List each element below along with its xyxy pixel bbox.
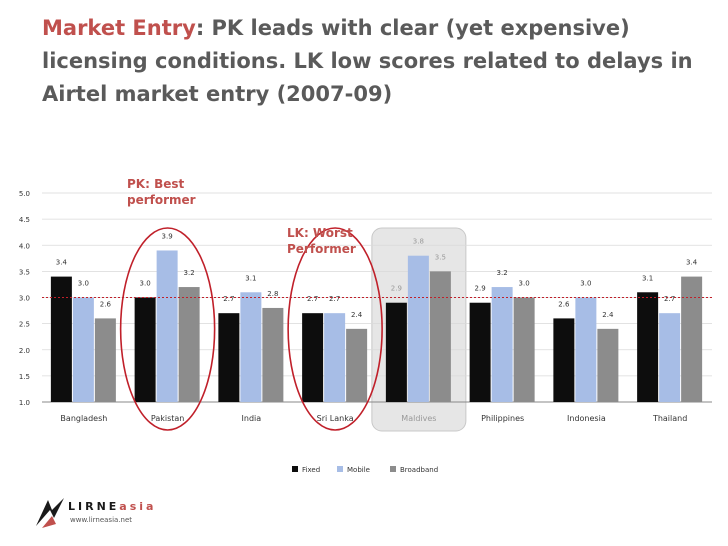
bar — [50, 276, 72, 402]
bar — [346, 328, 368, 402]
data-label: 3.4 — [56, 259, 68, 267]
title-text: : PK leads with clear (yet expensive) li… — [42, 16, 693, 106]
category-label: Pakistan — [151, 414, 185, 423]
bar — [513, 297, 535, 402]
y-tick-label: 5.0 — [19, 190, 30, 198]
bar — [302, 313, 324, 402]
bar — [469, 302, 491, 402]
bar — [94, 318, 116, 402]
y-tick-label: 3.5 — [19, 268, 30, 276]
category-label: India — [242, 414, 262, 423]
data-label: 2.4 — [351, 311, 363, 319]
data-label: 2.7 — [223, 295, 234, 303]
highlight-circle — [119, 227, 216, 431]
y-tick-label: 1.5 — [19, 373, 30, 381]
lirneasia-logo: LIRNEasia www.lirneasia.net — [34, 494, 154, 534]
data-label: 3.0 — [78, 280, 89, 288]
data-label: 2.9 — [475, 285, 486, 293]
category-label: Maldives — [401, 414, 436, 423]
lk-annotation: LK: Worst Performer — [287, 225, 356, 257]
category-label: Indonesia — [567, 414, 606, 423]
data-label: 3.0 — [140, 280, 151, 288]
legend-label: Fixed — [302, 466, 320, 474]
data-label: 3.0 — [580, 280, 591, 288]
data-label: 3.2 — [184, 269, 195, 277]
y-tick-label: 1.0 — [19, 399, 30, 407]
y-tick-label: 2.5 — [19, 321, 30, 329]
data-label: 3.9 — [162, 232, 173, 240]
lk-annotation-line-1: LK: Worst — [287, 226, 353, 240]
logo-name: LIRNEasia — [68, 500, 156, 513]
category-label: Thailand — [652, 414, 687, 423]
bar — [134, 297, 156, 402]
y-tick-label: 2.0 — [19, 347, 30, 355]
slide-title: Market Entry: PK leads with clear (yet e… — [42, 12, 712, 111]
bar — [156, 250, 178, 402]
bar — [681, 276, 703, 402]
logo-name-start: LIRNE — [68, 500, 120, 513]
y-tick-label: 3.0 — [19, 295, 30, 303]
title-accent: Market Entry — [42, 16, 196, 40]
bar — [324, 313, 346, 402]
data-label: 2.8 — [267, 290, 278, 298]
data-label: 3.5 — [435, 253, 446, 261]
data-label: 3.1 — [245, 274, 256, 282]
bar — [218, 313, 240, 402]
data-label: 3.8 — [413, 238, 424, 246]
bar — [659, 313, 681, 402]
bar — [429, 271, 451, 402]
data-label: 2.7 — [307, 295, 318, 303]
bar — [385, 302, 407, 402]
pk-annotation-line-2: performer — [127, 193, 196, 207]
bar — [178, 287, 200, 402]
pk-annotation-line-1: PK: Best — [127, 177, 185, 191]
category-label: Bangladesh — [60, 414, 107, 423]
bar — [407, 255, 429, 402]
highlight-circle — [287, 227, 383, 431]
data-label: 3.1 — [642, 274, 653, 282]
lk-annotation-line-2: Performer — [287, 242, 356, 256]
bar — [262, 307, 284, 402]
y-tick-label: 4.0 — [19, 242, 30, 250]
data-label: 2.7 — [329, 295, 340, 303]
data-label: 3.0 — [519, 280, 530, 288]
bar — [575, 297, 597, 402]
legend-swatch — [390, 466, 396, 472]
bar — [553, 318, 575, 402]
pk-annotation: PK: Best performer — [127, 176, 196, 208]
data-label: 2.4 — [602, 311, 614, 319]
logo-name-end: asia — [119, 500, 157, 513]
data-label: 2.6 — [100, 300, 112, 308]
bar — [491, 287, 513, 402]
legend-swatch — [292, 466, 298, 472]
category-label: Philippines — [481, 414, 524, 423]
legend-label: Mobile — [347, 466, 370, 474]
bar — [637, 292, 659, 402]
data-label: 3.2 — [497, 269, 508, 277]
legend-swatch — [337, 466, 343, 472]
bar — [240, 292, 262, 402]
logo-mark-icon — [36, 498, 64, 528]
data-label: 2.6 — [558, 300, 570, 308]
logo-url: www.lirneasia.net — [70, 516, 133, 524]
legend-label: Broadband — [400, 466, 438, 474]
data-label: 2.7 — [664, 295, 675, 303]
category-label: Sri Lanka — [317, 414, 354, 423]
data-label: 3.4 — [686, 259, 698, 267]
bar — [72, 297, 94, 402]
y-tick-label: 4.5 — [19, 216, 30, 224]
bar — [597, 328, 619, 402]
data-label: 2.9 — [391, 285, 402, 293]
